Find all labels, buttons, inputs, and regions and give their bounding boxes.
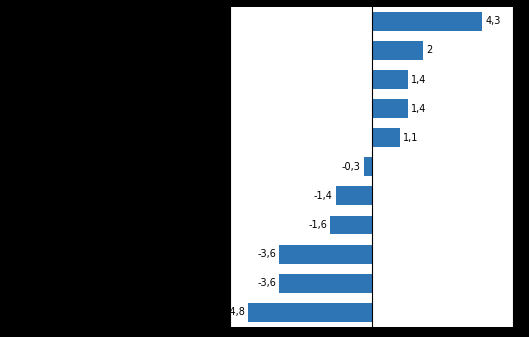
Bar — [331, 216, 371, 235]
Text: 4,3: 4,3 — [485, 16, 501, 26]
Text: 1,1: 1,1 — [403, 133, 418, 143]
Bar — [248, 303, 371, 322]
Text: 2: 2 — [426, 45, 432, 55]
Text: -4,8: -4,8 — [226, 307, 245, 317]
Bar — [371, 41, 423, 60]
Bar — [371, 12, 482, 31]
Text: -1,6: -1,6 — [308, 220, 327, 230]
Text: -1,4: -1,4 — [314, 191, 333, 201]
Bar — [335, 186, 371, 205]
Bar — [371, 128, 400, 147]
Bar — [279, 274, 371, 293]
Text: -0,3: -0,3 — [342, 162, 361, 172]
Text: -3,6: -3,6 — [257, 249, 276, 259]
Text: 1,4: 1,4 — [411, 103, 426, 114]
Bar — [364, 157, 371, 176]
Bar — [371, 70, 408, 89]
Text: -3,6: -3,6 — [257, 278, 276, 288]
Text: 1,4: 1,4 — [411, 74, 426, 85]
Bar — [279, 245, 371, 264]
Bar — [371, 99, 408, 118]
